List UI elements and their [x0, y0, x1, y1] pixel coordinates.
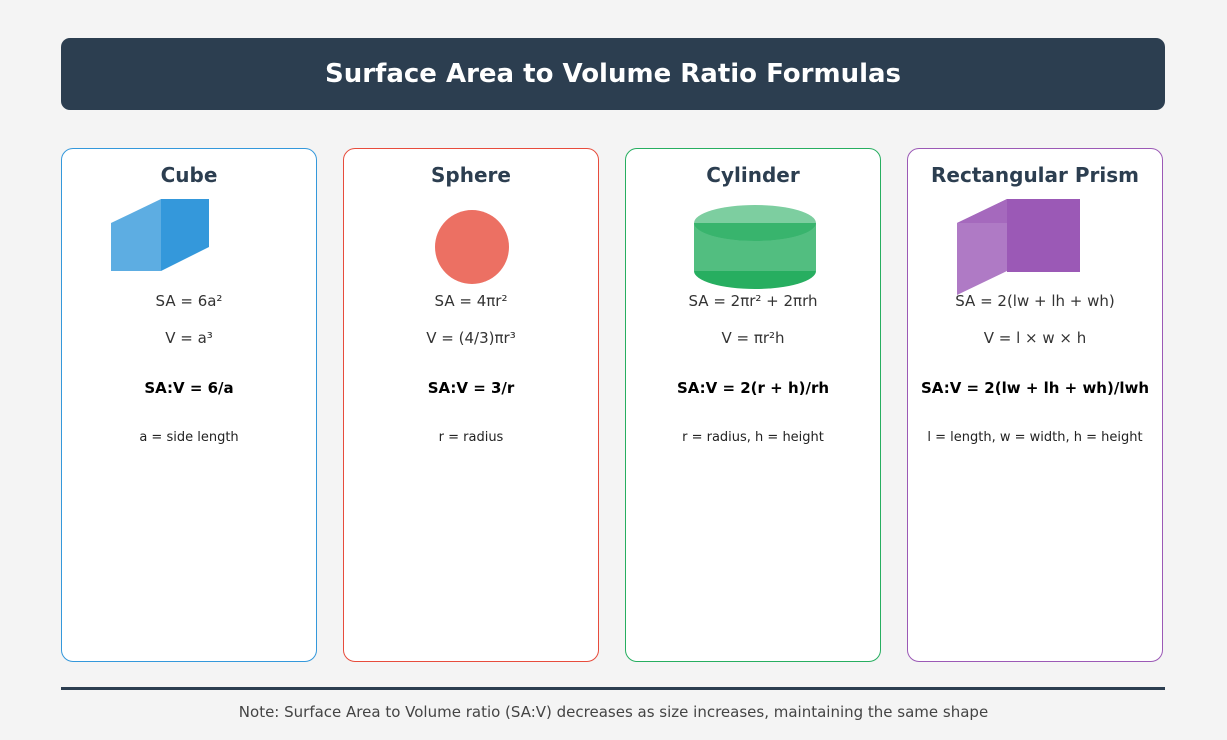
- ratio-formula: SA:V = 6/a: [144, 379, 234, 397]
- volume-formula: V = a³: [165, 329, 213, 347]
- variable-legend: l = length, w = width, h = height: [927, 430, 1143, 445]
- cylinder-icon: [694, 205, 816, 289]
- variable-legend: a = side length: [139, 430, 239, 445]
- title-banner: Surface Area to Volume Ratio Formulas: [61, 38, 1165, 110]
- card-title: Cube: [160, 163, 218, 187]
- surface-area-formula: SA = 2πr² + 2πrh: [688, 292, 818, 310]
- surface-area-formula: SA = 6a²: [155, 292, 223, 310]
- card-title: Cylinder: [706, 163, 800, 187]
- volume-formula: V = πr²h: [721, 329, 785, 347]
- card-cube: Cube SA = 6a² V = a³ SA:V = 6/a a = side…: [61, 148, 317, 662]
- ratio-formula: SA:V = 2(lw + lh + wh)/lwh: [921, 379, 1149, 397]
- ratio-formula: SA:V = 3/r: [427, 379, 515, 397]
- ratio-formula: SA:V = 2(r + h)/rh: [676, 379, 830, 397]
- card-title: Sphere: [431, 163, 511, 187]
- cube-icon: [111, 199, 209, 271]
- rectangular-prism-icon: [957, 199, 1080, 295]
- card-rectangular-prism: Rectangular Prism SA = 2(lw + lh + wh) V…: [907, 148, 1163, 662]
- card-cylinder: Cylinder SA = 2πr² + 2πrh V = πr²h SA:V …: [625, 148, 881, 662]
- card-sphere: Sphere SA = 4πr² V = (4/3)πr³ SA:V = 3/r…: [343, 148, 599, 662]
- surface-area-formula: SA = 2(lw + lh + wh): [955, 292, 1115, 310]
- sphere-icon: [435, 210, 509, 284]
- footer-divider: [61, 687, 1165, 690]
- volume-formula: V = (4/3)πr³: [426, 329, 516, 347]
- card-title: Rectangular Prism: [931, 163, 1139, 187]
- volume-formula: V = l × w × h: [983, 329, 1087, 347]
- variable-legend: r = radius, h = height: [682, 430, 824, 445]
- footer-note: Note: Surface Area to Volume ratio (SA:V…: [238, 703, 989, 721]
- variable-legend: r = radius: [438, 430, 504, 445]
- page-title: Surface Area to Volume Ratio Formulas: [324, 59, 902, 89]
- surface-area-formula: SA = 4πr²: [434, 292, 508, 310]
